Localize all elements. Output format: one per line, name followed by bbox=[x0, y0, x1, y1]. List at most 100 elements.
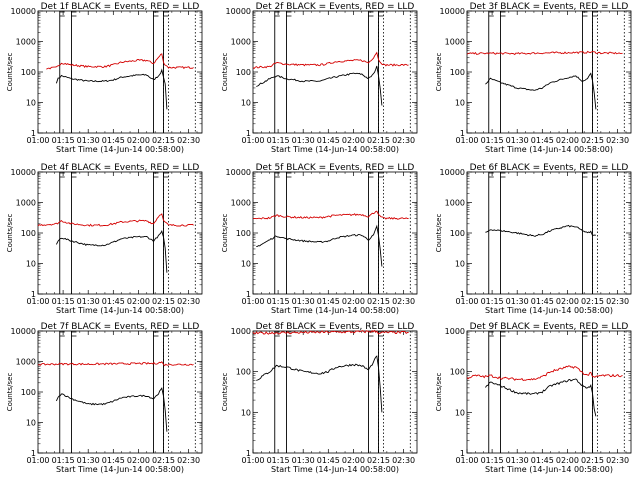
series-line-lld bbox=[37, 213, 194, 227]
y-tick-label: 10000 bbox=[11, 7, 36, 16]
y-axis-label: Counts/sec bbox=[6, 53, 14, 92]
chart-panel-2: Det 2f BLACK = Events, RED = LLD 1 10 100 10… bbox=[221, 2, 418, 154]
y-tick-label: 10000 bbox=[440, 7, 465, 16]
x-tick-label: 01:45 bbox=[317, 297, 340, 306]
x-tick-label: 01:30 bbox=[77, 456, 100, 465]
interval-marker-flag bbox=[274, 11, 280, 17]
interval-marker-flag bbox=[163, 172, 169, 178]
x-tick-label: 01:00 bbox=[26, 136, 49, 145]
x-tick-label: 02:00 bbox=[556, 136, 579, 145]
chart-title: Det 6f BLACK = Events, RED = LLD bbox=[470, 163, 629, 173]
plot-frame bbox=[252, 171, 418, 295]
chart-title: Det 7f BLACK = Events, RED = LLD bbox=[41, 322, 200, 332]
chart-title: Det 2f BLACK = Events, RED = LLD bbox=[256, 2, 415, 12]
x-tick-label: 01:15 bbox=[52, 456, 75, 465]
x-tick-label: 02:15 bbox=[581, 136, 604, 145]
x-tick-label: 01:15 bbox=[52, 297, 75, 306]
x-tick-label: 01:45 bbox=[102, 456, 125, 465]
plot-frame bbox=[37, 171, 203, 295]
x-tick-label: 02:00 bbox=[127, 136, 150, 145]
interval-marker-flag bbox=[274, 172, 280, 178]
interval-marker-flag bbox=[71, 11, 77, 17]
x-tick-label: 01:00 bbox=[455, 136, 478, 145]
chart-title: Det 1f BLACK = Events, RED = LLD bbox=[41, 2, 200, 12]
y-tick-label: 100 bbox=[21, 68, 36, 77]
interval-marker-flag bbox=[488, 11, 494, 17]
interval-marker-flag bbox=[59, 331, 65, 337]
x-tick-label: 02:30 bbox=[177, 297, 200, 306]
interval-marker-flag bbox=[582, 11, 588, 17]
series-line-events bbox=[256, 355, 383, 413]
x-tick-label: 01:00 bbox=[26, 297, 49, 306]
interval-marker-flag bbox=[286, 11, 292, 17]
interval-marker-flag bbox=[153, 172, 159, 178]
chart-panel-8: Det 8f BLACK = Events, RED = LLD 1 10 100 10… bbox=[221, 322, 418, 474]
plot-frame bbox=[37, 330, 203, 454]
interval-marker-flag bbox=[153, 11, 159, 17]
x-tick-label: 02:30 bbox=[392, 136, 415, 145]
x-tick-label: 01:45 bbox=[102, 136, 125, 145]
x-axis-label: Start Time (14-Jun-14 00:58:00) bbox=[56, 145, 184, 154]
chart-title: Det 3f BLACK = Events, RED = LLD bbox=[470, 2, 629, 12]
x-tick-label: 01:45 bbox=[102, 297, 125, 306]
y-tick-label: 1 bbox=[246, 129, 251, 138]
x-axis-label: Start Time (14-Jun-14 00:58:00) bbox=[271, 465, 399, 474]
chart-title: Det 8f BLACK = Events, RED = LLD bbox=[256, 322, 415, 332]
y-tick-label: 100 bbox=[450, 368, 465, 377]
y-tick-label: 100 bbox=[236, 368, 251, 377]
series-line-lld bbox=[466, 50, 623, 56]
x-tick-label: 01:00 bbox=[26, 456, 49, 465]
series-line-events bbox=[485, 72, 597, 110]
y-tick-label: 100 bbox=[236, 229, 251, 238]
chart-panel-9: Det 9f BLACK = Events, RED = LLD 1 10 100 10… bbox=[435, 322, 632, 474]
y-axis-label: Counts/sec bbox=[221, 53, 229, 92]
chart-panel-4: Det 4f BLACK = Events, RED = LLD 1 10 100 10… bbox=[6, 163, 203, 315]
x-tick-label: 01:30 bbox=[292, 456, 315, 465]
interval-marker-flag bbox=[368, 11, 374, 17]
x-tick-label: 01:00 bbox=[455, 297, 478, 306]
x-tick-label: 01:15 bbox=[267, 136, 290, 145]
y-tick-label: 1000 bbox=[231, 199, 251, 208]
interval-marker-flag bbox=[153, 331, 159, 337]
chart-panel-3: Det 3f BLACK = Events, RED = LLD 1 10 100 10… bbox=[435, 2, 632, 154]
x-tick-label: 01:15 bbox=[267, 297, 290, 306]
x-axis-label: Start Time (14-Jun-14 00:58:00) bbox=[56, 306, 184, 315]
x-tick-label: 01:45 bbox=[531, 456, 554, 465]
y-tick-label: 10 bbox=[455, 408, 465, 417]
y-tick-label: 1000 bbox=[16, 358, 36, 367]
x-axis-label: Start Time (14-Jun-14 00:58:00) bbox=[485, 306, 613, 315]
y-tick-label: 1000 bbox=[16, 38, 36, 47]
x-tick-label: 01:15 bbox=[481, 136, 504, 145]
y-tick-label: 100 bbox=[21, 229, 36, 238]
interval-marker-flag bbox=[500, 11, 506, 17]
interval-marker-flag bbox=[163, 11, 169, 17]
x-tick-label: 01:00 bbox=[241, 136, 264, 145]
y-axis-label: Counts/sec bbox=[435, 53, 443, 92]
y-tick-label: 1 bbox=[460, 290, 465, 299]
y-axis-label: Counts/sec bbox=[435, 214, 443, 253]
interval-marker-flag bbox=[488, 172, 494, 178]
plot-frame bbox=[466, 171, 632, 295]
interval-marker-flag bbox=[500, 172, 506, 178]
series-line-events bbox=[485, 224, 596, 237]
plot-frame bbox=[466, 330, 632, 454]
x-tick-label: 02:15 bbox=[152, 297, 175, 306]
y-tick-label: 1 bbox=[31, 449, 36, 458]
interval-marker-flag bbox=[163, 331, 169, 337]
series-line-events bbox=[55, 68, 168, 110]
interval-marker-flag bbox=[59, 172, 65, 178]
x-axis-label: Start Time (14-Jun-14 00:58:00) bbox=[271, 145, 399, 154]
y-axis-label: Counts/sec bbox=[221, 373, 229, 412]
series-line-lld bbox=[37, 361, 194, 367]
interval-marker-flag bbox=[592, 11, 598, 17]
x-tick-label: 02:00 bbox=[556, 456, 579, 465]
y-tick-label: 1000 bbox=[445, 38, 465, 47]
series-line-events bbox=[256, 65, 383, 106]
y-tick-label: 10000 bbox=[226, 7, 251, 16]
x-tick-label: 02:30 bbox=[606, 456, 629, 465]
interval-marker-flag bbox=[582, 172, 588, 178]
x-tick-label: 01:30 bbox=[77, 297, 100, 306]
series-line-lld bbox=[252, 51, 409, 69]
series-line-events bbox=[485, 378, 597, 417]
x-tick-label: 02:00 bbox=[556, 297, 579, 306]
